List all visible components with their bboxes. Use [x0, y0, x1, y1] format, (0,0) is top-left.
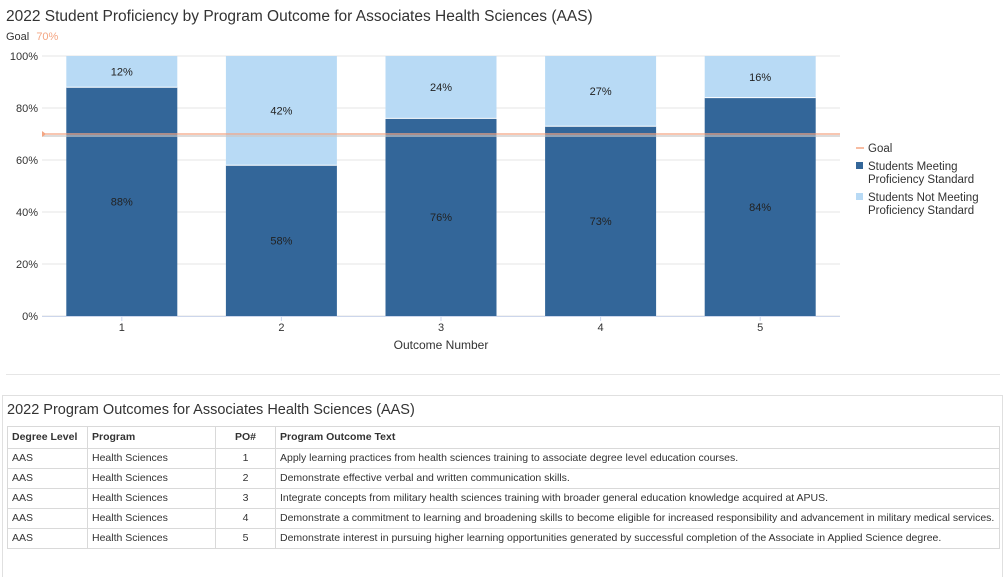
data-label-meeting: 84% — [749, 202, 771, 214]
data-label-not-meeting: 42% — [270, 106, 292, 118]
goal-label: Goal — [6, 31, 30, 43]
x-tick-label: 5 — [757, 322, 763, 334]
data-label-meeting: 76% — [430, 212, 452, 224]
y-tick-label: 20% — [16, 259, 38, 271]
cell-degree: AAS — [7, 528, 88, 549]
goal-indicator: Goal 70% — [6, 31, 58, 43]
cell-po: 2 — [215, 468, 276, 489]
cell-text: Demonstrate effective verbal and written… — [275, 468, 1000, 489]
cell-po: 1 — [215, 448, 276, 469]
legend-item-label: Proficiency Standard — [868, 174, 974, 186]
cell-po: 4 — [215, 508, 276, 529]
table-title: 2022 Program Outcomes for Associates Hea… — [7, 402, 415, 418]
cell-text: Apply learning practices from health sci… — [275, 448, 1000, 469]
section-divider — [6, 374, 1000, 375]
bar-not-meeting-proficiency — [704, 56, 816, 98]
data-label-meeting: 88% — [111, 197, 133, 209]
x-tick-label: 3 — [438, 322, 444, 334]
x-tick-label: 1 — [119, 322, 125, 334]
data-label-not-meeting: 27% — [590, 86, 612, 98]
table-row: AAS Health Sciences 5 Demonstrate intere… — [7, 528, 1000, 549]
data-label-not-meeting: 16% — [749, 72, 771, 84]
table-header-row: Degree Level Program PO# Program Outcome… — [7, 426, 1000, 449]
bar-meeting-proficiency — [225, 165, 337, 316]
bar-not-meeting-proficiency — [545, 56, 657, 127]
data-label-meeting: 73% — [590, 216, 612, 228]
bar-not-meeting-proficiency — [66, 56, 178, 88]
table-row: AAS Health Sciences 2 Demonstrate effect… — [7, 468, 1000, 489]
y-tick-label: 100% — [10, 51, 38, 63]
data-label-not-meeting: 12% — [111, 67, 133, 79]
legend-series-swatch — [856, 193, 863, 200]
cell-program: Health Sciences — [87, 528, 216, 549]
cell-degree: AAS — [7, 508, 88, 529]
cell-program: Health Sciences — [87, 508, 216, 529]
y-tick-label: 80% — [16, 103, 38, 115]
cell-po: 3 — [215, 488, 276, 509]
header-outcome-text: Program Outcome Text — [275, 426, 1000, 449]
cell-degree: AAS — [7, 468, 88, 489]
legend-item-label: Goal — [868, 143, 892, 155]
x-tick-label: 4 — [598, 322, 604, 334]
y-tick-label: 40% — [16, 207, 38, 219]
header-program: Program — [87, 426, 216, 449]
y-tick-label: 60% — [16, 155, 38, 167]
chart-title: 2022 Student Proficiency by Program Outc… — [6, 8, 593, 25]
x-axis-title: Outcome Number — [394, 338, 489, 352]
goal-value: 70% — [36, 31, 59, 43]
bar-not-meeting-proficiency — [225, 56, 337, 166]
table-row: AAS Health Sciences 1 Apply learning pra… — [7, 448, 1000, 469]
cell-program: Health Sciences — [87, 468, 216, 489]
legend-series-swatch — [856, 162, 863, 169]
outcomes-table-panel: 2022 Program Outcomes for Associates Hea… — [2, 395, 1003, 577]
bar-meeting-proficiency — [66, 87, 178, 316]
proficiency-chart: 0% 20% 40% 60% 80% 100% 88% 12% 1 58% 42% 2 76% 24% 3 7… — [10, 51, 979, 352]
legend-item-label: Proficiency Standard — [868, 205, 974, 217]
cell-text: Demonstrate interest in pursuing higher … — [275, 528, 1000, 549]
header-po-number: PO# — [215, 426, 276, 449]
bar-meeting-proficiency — [545, 126, 657, 316]
table-row: AAS Health Sciences 4 Demonstrate a comm… — [7, 508, 1000, 529]
cell-text: Demonstrate a commitment to learning and… — [275, 508, 1000, 529]
cell-program: Health Sciences — [87, 448, 216, 469]
outcomes-table: Degree Level Program PO# Program Outcome… — [7, 426, 1000, 549]
cell-po: 5 — [215, 528, 276, 549]
goal-marker-icon — [42, 131, 46, 137]
legend-item-label: Students Meeting — [868, 161, 958, 173]
cell-program: Health Sciences — [87, 488, 216, 509]
data-label-meeting: 58% — [270, 236, 292, 248]
header-degree-level: Degree Level — [7, 426, 88, 449]
bar-not-meeting-proficiency — [385, 56, 497, 119]
table-row: AAS Health Sciences 3 Integrate concepts… — [7, 488, 1000, 509]
cell-degree: AAS — [7, 448, 88, 469]
y-tick-label: 0% — [22, 311, 38, 323]
data-label-not-meeting: 24% — [430, 82, 452, 94]
cell-degree: AAS — [7, 488, 88, 509]
cell-text: Integrate concepts from military health … — [275, 488, 1000, 509]
bar-meeting-proficiency — [385, 118, 497, 317]
legend-item-label: Students Not Meeting — [868, 192, 979, 204]
x-tick-label: 2 — [278, 322, 284, 334]
